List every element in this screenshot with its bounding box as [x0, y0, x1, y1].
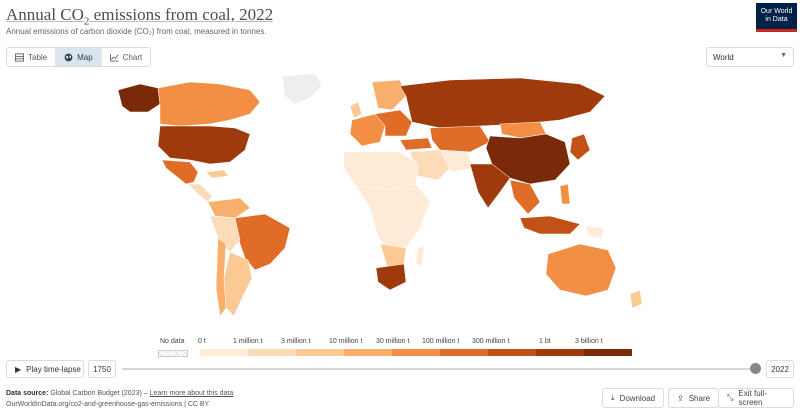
legend-bin[interactable] [248, 349, 296, 356]
owid-logo[interactable]: Our World in Data [756, 3, 797, 32]
tab-table[interactable]: Table [7, 48, 57, 66]
country-australia[interactable] [545, 243, 617, 297]
legend-label: 10 million t [329, 338, 363, 345]
timeline: ▶ Play time-lapse 1750 2022 [0, 358, 800, 380]
chart-subtitle: Annual emissions of carbon dioxide (CO₂)… [6, 27, 267, 36]
region-northern-south-america[interactable] [207, 197, 251, 219]
chevron-down-icon: ▼ [780, 52, 787, 59]
legend-label: 1 bt [539, 338, 551, 345]
world-map [117, 73, 643, 317]
legend-bin[interactable] [440, 349, 488, 356]
legend-bin[interactable] [488, 349, 536, 356]
exit-fullscreen-icon: ⤡ [727, 393, 734, 402]
country-new-zealand[interactable] [629, 289, 643, 309]
legend-label: 300 million t [472, 338, 510, 345]
country-madagascar[interactable] [415, 245, 425, 267]
legend-bin[interactable] [392, 349, 440, 356]
country-china[interactable] [485, 133, 571, 185]
legend-bin[interactable] [296, 349, 344, 356]
country-alaska[interactable] [117, 83, 161, 113]
country-argentina[interactable] [223, 251, 253, 317]
legend-bin[interactable] [536, 349, 584, 356]
country-papua-new-guinea[interactable] [585, 225, 605, 239]
download-icon: ⤓ [611, 393, 615, 402]
country-turkey[interactable] [399, 137, 433, 151]
country-canada[interactable] [157, 81, 261, 127]
tab-map[interactable]: Map [56, 48, 102, 66]
country-indonesia[interactable] [519, 215, 581, 235]
country-philippines[interactable] [559, 183, 571, 205]
learn-more-link[interactable]: Learn more about this data [149, 390, 234, 397]
exit-fullscreen-button[interactable]: ⤡ Exit full-screen [718, 388, 794, 408]
legend-label: 3 million t [281, 338, 311, 345]
legend-no-data-swatch[interactable] [158, 350, 188, 357]
country-usa[interactable] [157, 125, 251, 165]
country-brazil[interactable] [234, 213, 291, 271]
chart-title[interactable]: Annual CO2 emissions from coal, 2022 [6, 5, 274, 28]
country-india[interactable] [469, 163, 511, 209]
legend-bin[interactable] [584, 349, 632, 356]
region-central-america[interactable] [187, 183, 213, 203]
color-legend: No data 0 t 1 million t 3 million t 10 m… [154, 338, 644, 358]
region-central-asia[interactable] [429, 125, 491, 153]
legend-label: 1 million t [233, 338, 263, 345]
timeline-track[interactable] [122, 368, 756, 370]
country-uk[interactable] [349, 101, 363, 119]
legend-no-data-label: No data [160, 338, 185, 345]
legend-label: 3 billion t [575, 338, 603, 345]
view-tabs: Table Map Chart [6, 47, 152, 67]
region-select[interactable]: World ▼ [706, 47, 794, 67]
legend-bin[interactable] [200, 349, 248, 356]
end-year-box[interactable]: 2022 [766, 360, 794, 378]
region-scandinavia[interactable] [371, 79, 407, 111]
source-url[interactable]: OurWorldInData.org/co2-and-greenhouse-ga… [6, 401, 210, 408]
play-icon: ▶ [15, 364, 22, 374]
legend-label: 100 million t [422, 338, 460, 345]
region-japan-korea[interactable] [569, 133, 591, 161]
region-andes[interactable] [209, 215, 241, 253]
footer-source: Data source: Global Carbon Budget (2023)… [6, 390, 234, 408]
country-russia[interactable] [399, 77, 606, 129]
country-south-africa[interactable] [375, 263, 407, 291]
country-chile[interactable] [215, 237, 227, 317]
play-timelapse-button[interactable]: ▶ Play time-lapse [6, 360, 84, 378]
country-mexico[interactable] [161, 159, 199, 185]
legend-bin[interactable] [344, 349, 392, 356]
legend-label: 0 t [198, 338, 206, 345]
country-greenland[interactable] [281, 73, 323, 105]
region-caribbean[interactable] [205, 169, 229, 179]
share-button[interactable]: ⇪ Share [668, 388, 720, 408]
region-eastern-europe[interactable] [374, 109, 413, 137]
share-icon: ⇪ [677, 393, 684, 403]
region-north-africa[interactable] [343, 151, 419, 191]
globe-icon [64, 53, 73, 61]
legend-label: 30 million t [376, 338, 410, 345]
region-sub-saharan-africa[interactable] [355, 183, 431, 255]
tab-chart[interactable]: Chart [102, 48, 151, 66]
table-icon [15, 52, 24, 62]
region-southeast-asia[interactable] [509, 179, 541, 215]
start-year-box[interactable]: 1750 [88, 360, 116, 378]
download-button[interactable]: ⤓ Download [602, 388, 665, 408]
timeline-handle[interactable] [750, 363, 761, 374]
line-chart-icon [109, 53, 119, 62]
